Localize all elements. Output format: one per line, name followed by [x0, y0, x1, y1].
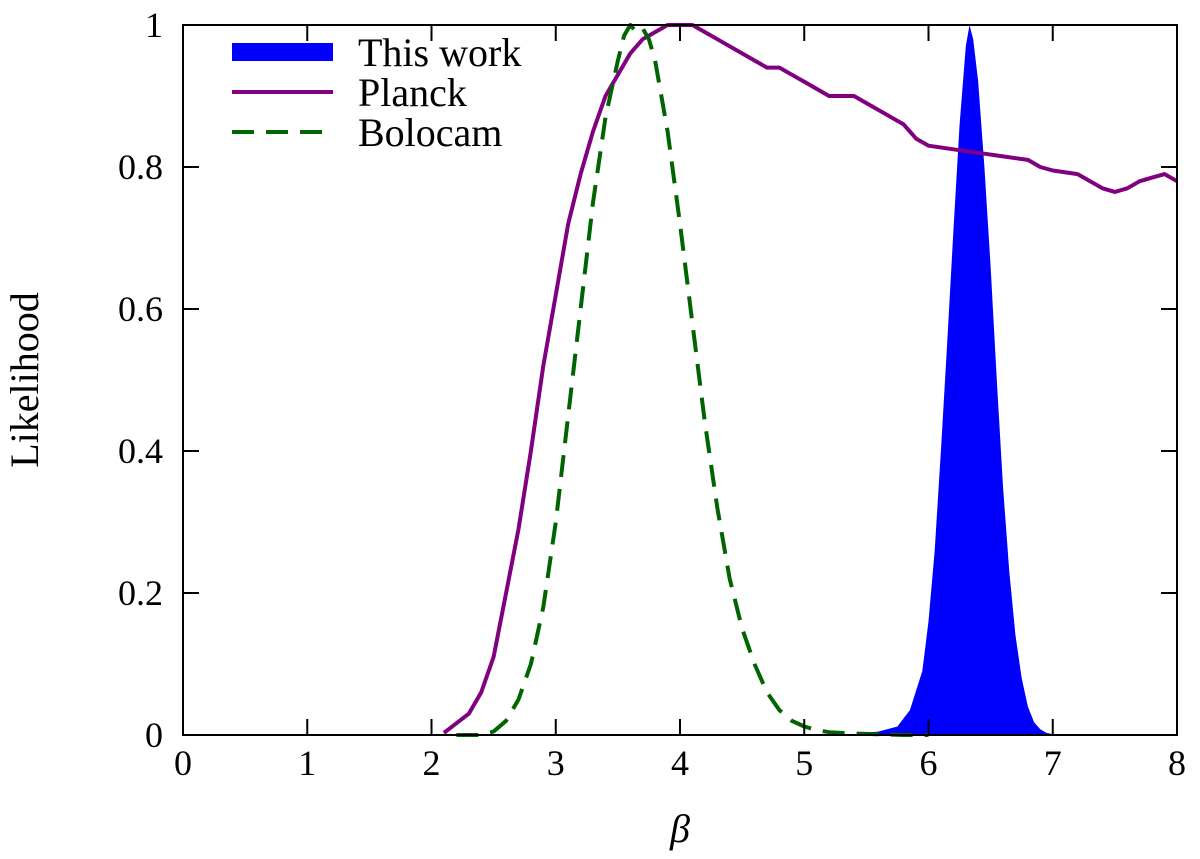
x-tick-label: 0 — [174, 743, 192, 783]
y-tick-label: 0.2 — [118, 573, 163, 613]
plot-marks — [442, 23, 1178, 737]
series-this-work-area — [804, 25, 1066, 735]
x-tick-label: 7 — [1044, 743, 1062, 783]
x-axis-label: β — [669, 806, 690, 851]
y-tick-label: 0.6 — [118, 289, 163, 329]
legend-swatch-this-work — [232, 43, 333, 61]
y-tick-label: 1 — [145, 5, 163, 45]
y-tick-label: 0.4 — [118, 431, 163, 471]
series-bolocam-line — [456, 23, 929, 737]
x-tick-label: 2 — [423, 743, 441, 783]
axis-ticks: 0 1 2 3 4 5 6 7 8 0 0.2 0.4 0.6 0.8 1 — [118, 5, 1186, 783]
y-axis-label: Likelihood — [2, 292, 47, 468]
y-tick-label: 0.8 — [118, 147, 163, 187]
legend-label-this-work: This work — [358, 30, 521, 75]
legend-label-planck: Planck — [358, 70, 467, 115]
x-tick-label: 8 — [1168, 743, 1186, 783]
y-tick-label: 0 — [145, 715, 163, 755]
series-planck-line — [442, 23, 1178, 735]
x-tick-label: 6 — [920, 743, 938, 783]
x-tick-label: 3 — [547, 743, 565, 783]
x-tick-label: 1 — [298, 743, 316, 783]
legend-label-bolocam: Bolocam — [358, 110, 502, 155]
x-tick-label: 4 — [671, 743, 689, 783]
plot-frame — [182, 24, 1178, 736]
x-tick-label: 5 — [795, 743, 813, 783]
